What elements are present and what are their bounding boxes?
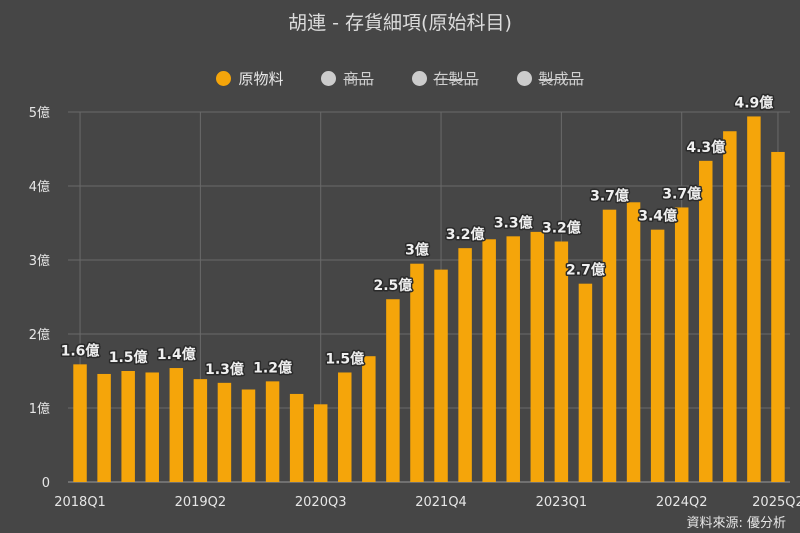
- data-label: 3.2億: [542, 220, 581, 237]
- bar-2023Q3: [602, 209, 617, 482]
- y-tick-label: 4億: [29, 179, 50, 195]
- y-tick-label: 5億: [29, 105, 50, 121]
- x-tick-label: 2021Q4: [415, 495, 467, 510]
- bar-2022Q4: [530, 231, 545, 482]
- data-label: 3.4億: [638, 208, 677, 225]
- data-label: 2.7億: [566, 262, 605, 279]
- bar-2023Q2: [578, 283, 593, 482]
- data-label: 1.5億: [109, 349, 148, 366]
- legend-marker: [216, 71, 232, 86]
- data-label: 3.2億: [446, 226, 485, 243]
- data-label: 1.4億: [157, 346, 196, 363]
- data-label: 1.6億: [61, 342, 100, 359]
- bar-2019Q4: [241, 389, 256, 482]
- bar-2021Q4: [434, 269, 448, 482]
- chart-title: 胡連 - 存貨細項(原始科目): [288, 12, 512, 34]
- bar-2021Q2: [386, 299, 400, 482]
- bar-2024Q3: [699, 160, 713, 482]
- data-label: 4.3億: [686, 139, 725, 156]
- data-label: 3億: [405, 242, 429, 259]
- legend-item-1[interactable]: 商品: [321, 68, 374, 89]
- legend-label: 原物料: [238, 70, 284, 88]
- data-label: 4.9億: [734, 94, 773, 111]
- data-label: 3.7億: [662, 185, 701, 202]
- data-label: 2.5億: [373, 277, 412, 294]
- data-label: 1.5億: [325, 350, 364, 367]
- bar-2020Q1: [265, 381, 280, 482]
- bar-2025Q2: [771, 151, 785, 482]
- legend-marker: [411, 71, 427, 86]
- bar-2020Q4: [338, 372, 352, 482]
- data-label: 1.3億: [205, 361, 244, 378]
- legend-label: 製成品: [538, 70, 584, 88]
- x-tick-label: 2018Q1: [54, 495, 106, 510]
- legend-label: 在製品: [433, 70, 479, 88]
- data-label: 1.2億: [253, 359, 292, 376]
- bar-2022Q2: [482, 239, 496, 482]
- bar-2024Q1: [650, 229, 665, 482]
- bar-2019Q2: [193, 379, 208, 482]
- y-tick-label: 3億: [29, 253, 50, 269]
- legend-item-3[interactable]: 製成品: [516, 68, 584, 89]
- x-tick-label: 2019Q2: [175, 495, 227, 510]
- bar-2018Q3: [121, 371, 135, 482]
- x-tick-label: 2023Q1: [536, 495, 588, 510]
- bar-2025Q1: [747, 116, 761, 482]
- bar-2020Q2: [289, 393, 304, 482]
- bar-2018Q1: [73, 364, 87, 482]
- bar-2019Q1: [169, 368, 184, 482]
- bar-2021Q1: [362, 356, 376, 482]
- data-label: 3.7億: [590, 188, 629, 205]
- chart-legend: 原物料 商品 在製品 製成品: [0, 68, 800, 89]
- x-tick-label: 2025Q2: [752, 495, 800, 510]
- bar-2021Q3: [410, 263, 424, 482]
- bar-2020Q3: [313, 404, 328, 482]
- legend-marker: [516, 71, 532, 86]
- bar-2022Q1: [458, 248, 472, 482]
- bar-2024Q2: [674, 207, 689, 482]
- data-label: 3.3億: [494, 214, 533, 231]
- bar-2023Q4: [626, 202, 641, 482]
- legend-item-0[interactable]: 原物料: [216, 68, 283, 89]
- y-tick-label: 0: [42, 476, 50, 491]
- x-tick-label: 2020Q3: [295, 495, 347, 510]
- bar-2019Q3: [217, 382, 232, 482]
- bar-2024Q4: [723, 131, 737, 483]
- legend-marker: [321, 71, 337, 86]
- bar-2018Q2: [97, 373, 111, 482]
- y-tick-label: 1億: [29, 401, 50, 417]
- source-note: 資料來源: 優分析: [686, 516, 786, 531]
- bar-2022Q3: [506, 236, 520, 482]
- bar-2018Q4: [145, 372, 159, 482]
- legend-label: 商品: [343, 70, 374, 88]
- x-tick-label: 2024Q2: [656, 495, 708, 510]
- y-tick-label: 2億: [29, 327, 50, 343]
- bar-2023Q1: [554, 241, 569, 482]
- legend-item-2[interactable]: 在製品: [411, 68, 479, 89]
